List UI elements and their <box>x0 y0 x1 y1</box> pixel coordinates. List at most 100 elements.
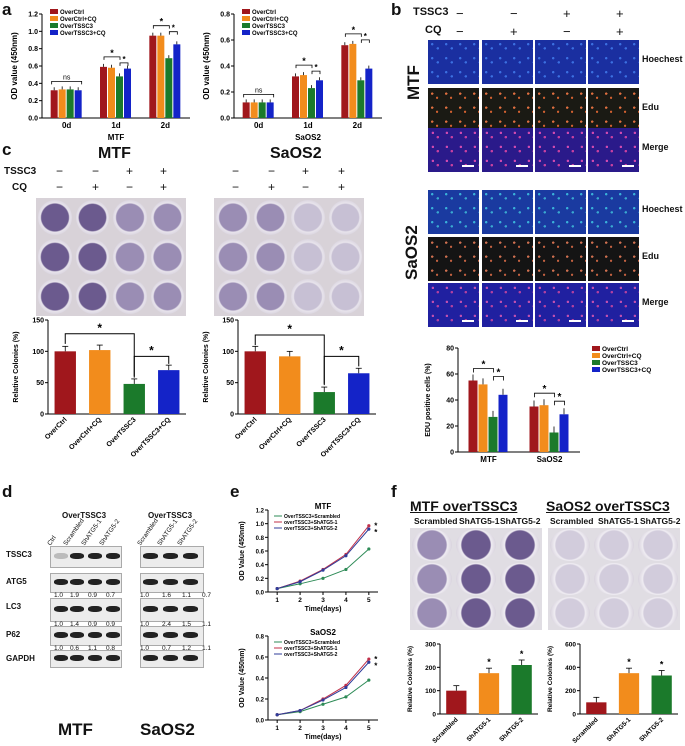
y-axis-label: Relative Colonies (%) <box>407 646 414 712</box>
y-tick-label: 150 <box>32 318 44 325</box>
scale-bar <box>516 320 528 322</box>
y-axis-label: OD value (450nm) <box>202 32 211 100</box>
plate-well <box>113 239 147 275</box>
data-point <box>321 698 325 702</box>
legend-swatch <box>50 23 58 28</box>
x-axis-label: Time(days) <box>305 606 342 613</box>
b-sign-tssc3: + <box>616 6 624 21</box>
x-tick-label: 2d <box>353 121 362 130</box>
blot-band <box>163 553 178 559</box>
panel-label-a: a <box>2 0 12 19</box>
plate-well <box>550 529 590 561</box>
y-tick-label: 50 <box>36 380 44 387</box>
significance-bracket <box>473 368 494 373</box>
significance-bracket <box>554 400 565 406</box>
bar-ShATG5-1 <box>478 673 500 714</box>
legend-swatch <box>592 346 600 351</box>
b-row-label: Merge <box>642 297 669 307</box>
plate-well <box>291 239 325 275</box>
plate-well <box>594 563 634 595</box>
y-tick-label: 100 <box>425 688 436 695</box>
chart-b-edu: 0 20 40 60 80 EDU positive cells (%) MTF * * SaOS… <box>425 346 651 465</box>
significance-bracket <box>534 392 555 398</box>
blot-band <box>54 632 68 638</box>
significance-star: * <box>97 321 102 335</box>
d-lane-label: ShATG5-2 <box>176 518 200 547</box>
bar-OverCtrl <box>244 351 266 414</box>
bar-OverTSSC3 <box>258 102 266 118</box>
d-quant-value: 2.4 <box>162 621 172 628</box>
significance-star: * <box>482 360 486 371</box>
legend-label: OverTSSC3+Scrambled <box>284 640 340 646</box>
c-sign-cq: − <box>232 180 240 194</box>
y-tick-label: 0.4 <box>256 677 265 683</box>
significance-star: * <box>160 17 164 27</box>
x-tick-label: 1d <box>111 121 120 130</box>
y-tick-label: 0.4 <box>28 81 38 88</box>
bar-OverCtrl <box>529 406 539 452</box>
d-quant-value: 1.0 <box>54 621 64 628</box>
plate-well <box>216 278 250 314</box>
blot-band <box>70 655 84 661</box>
significance-bracket <box>493 376 504 381</box>
y-tick-label: 0.2 <box>28 98 38 105</box>
legend-swatch <box>242 30 250 35</box>
c-sign-tssc3: + <box>338 164 346 178</box>
significance-star: * <box>364 32 368 41</box>
plate-well <box>291 200 325 236</box>
x-tick-label: OverCtrl+CQ <box>68 416 103 451</box>
data-point <box>344 554 348 558</box>
f-col-label: ShATG5-1 <box>598 516 639 526</box>
significance-star: * <box>497 368 501 379</box>
significance-star: * <box>627 657 631 667</box>
bar-ShATG5-1 <box>618 673 640 714</box>
micrograph <box>482 190 533 234</box>
scale-bar <box>569 320 581 322</box>
blot-band <box>183 579 198 585</box>
micrograph <box>535 128 586 172</box>
y-tick-label: 0.0 <box>256 591 265 597</box>
blot-band <box>54 655 68 661</box>
significance-star: * <box>122 55 126 64</box>
panel-label-b: b <box>391 0 402 19</box>
significance-star: * <box>558 392 562 403</box>
scale-bar <box>622 320 634 322</box>
micrograph <box>535 190 586 234</box>
plate-well <box>150 278 184 314</box>
plate-well <box>75 200 109 236</box>
d-quant-value: 0.9 <box>88 592 98 599</box>
y-tick-label: 0.8 <box>28 46 38 53</box>
series-line-overTSSC3+ShATG5-2 <box>277 661 370 716</box>
significance-star: * <box>520 649 524 659</box>
y-tick-label: 150 <box>222 318 234 325</box>
panel-label-d: d <box>2 482 13 501</box>
y-tick-label: 0.4 <box>256 563 265 569</box>
x-tick-label: 5 <box>367 725 371 732</box>
x-tick-label: 5 <box>367 597 371 604</box>
plate-well <box>38 278 72 314</box>
legend-label: overTSSC3+ShATG5-1 <box>284 646 338 652</box>
legend-label: OverCtrl <box>60 10 84 16</box>
data-point <box>298 708 302 713</box>
plate-well <box>328 200 362 236</box>
plate-well <box>638 563 678 595</box>
c-sign-cq: − <box>56 180 64 194</box>
significance-bracket <box>344 33 362 37</box>
y-tick-label: 40 <box>446 398 454 405</box>
plate-well <box>500 529 540 561</box>
y-tick-label: 0.6 <box>28 64 38 71</box>
blot-band <box>183 606 198 612</box>
blot-band <box>163 655 178 661</box>
y-axis-label: Relative Colonies (%) <box>547 646 554 712</box>
data-point <box>367 660 371 664</box>
micrograph <box>535 237 586 281</box>
series-line-overTSSC3+ShATG5-1 <box>277 658 370 716</box>
x-tick-label: ShATG5-1 <box>466 716 493 743</box>
bar-OverTSSC3+CQ <box>559 414 569 452</box>
x-axis-label: Time(days) <box>305 734 342 741</box>
y-tick-label: 0.8 <box>256 536 265 542</box>
x-tick-label: 4 <box>344 597 348 604</box>
bar-OverCtrl+CQ <box>157 35 165 118</box>
significance-bracket <box>133 355 170 377</box>
f-col-label: ShATG5-2 <box>500 516 541 526</box>
